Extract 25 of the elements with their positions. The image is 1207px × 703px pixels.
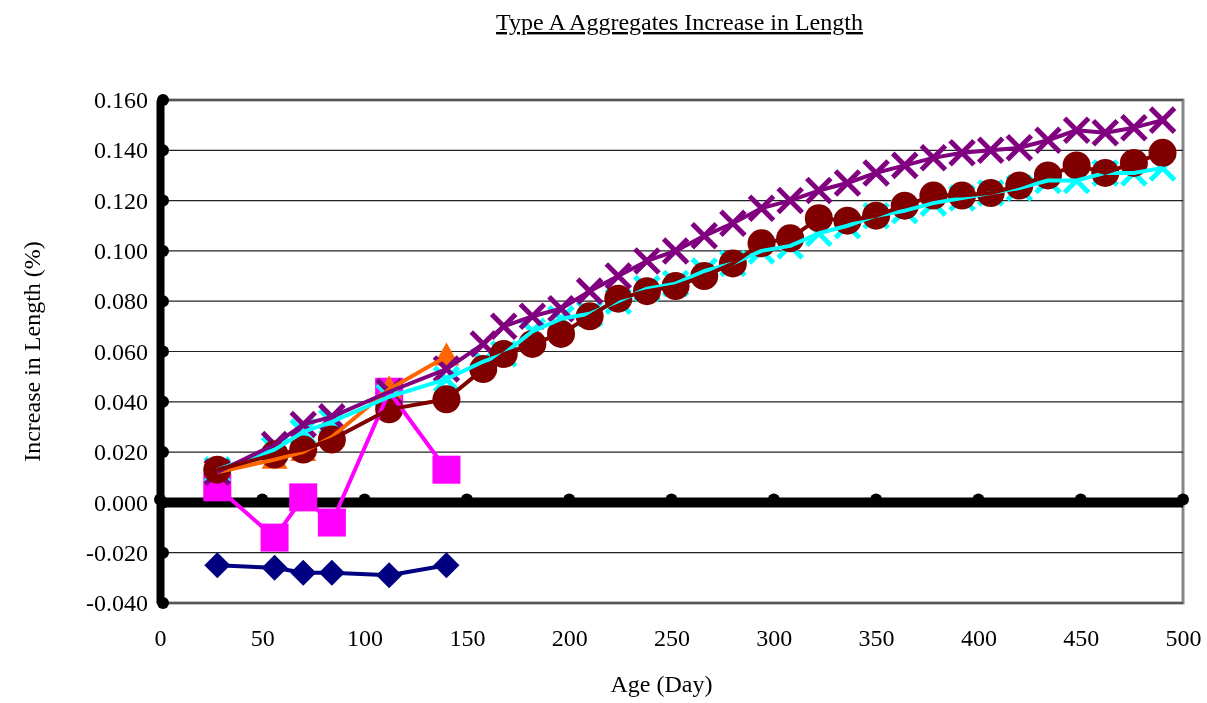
y-tick-label: -0.020 (86, 539, 148, 566)
x-tick-label: 0 (154, 625, 167, 652)
x-tick-label: 350 (858, 625, 895, 652)
y-tick-label: 0.100 (94, 238, 148, 265)
y-tick-label: 0.140 (94, 137, 148, 164)
y-tick-label: 0.160 (94, 87, 148, 114)
y-tick-label: -0.040 (86, 590, 148, 617)
x-tick-label: 300 (756, 625, 793, 652)
x-axis-title: Age (Day) (610, 671, 713, 697)
y-tick-label: 0.040 (94, 388, 148, 415)
x-tick-label: 200 (551, 625, 588, 652)
y-tick-label: 0.080 (94, 288, 148, 315)
y-tick-label: 0.020 (94, 439, 148, 466)
x-tick-label: 500 (1165, 625, 1202, 652)
x-tick-label: 450 (1063, 625, 1100, 652)
y-axis-title: Increase in Length (%) (19, 241, 45, 462)
x-tick-label: 250 (654, 625, 690, 652)
chart-title: Type A Aggregates Increase in Length (496, 9, 863, 35)
x-tick-label: 100 (347, 625, 384, 652)
y-tick-label: 0.120 (94, 187, 148, 214)
x-tick-label: 400 (960, 625, 997, 652)
y-tick-label: 0.000 (94, 489, 148, 516)
x-tick-label: 50 (250, 625, 275, 652)
x-tick-label: 150 (449, 625, 486, 652)
y-tick-label: 0.060 (94, 338, 148, 365)
